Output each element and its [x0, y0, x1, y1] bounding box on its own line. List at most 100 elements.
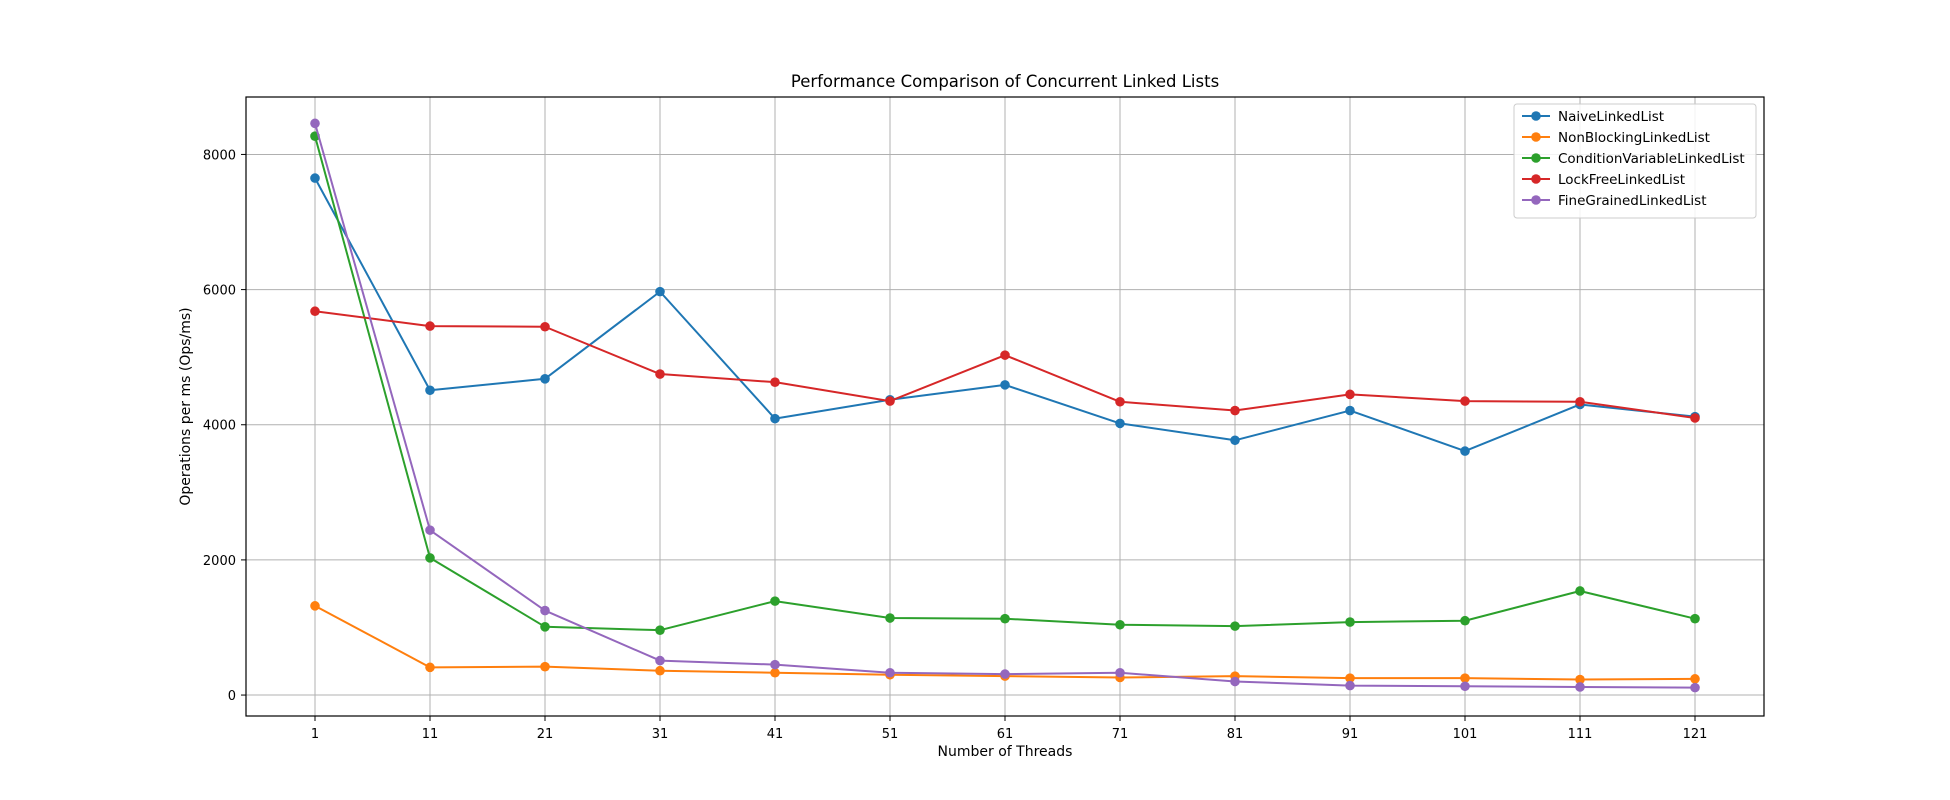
x-tick-label: 61 [997, 727, 1014, 742]
x-tick-label: 91 [1342, 727, 1359, 742]
data-point [310, 173, 320, 183]
data-point [1115, 396, 1125, 407]
data-point [1230, 435, 1240, 446]
legend-item: FineGrainedLinkedList [1522, 193, 1707, 209]
x-tick-label: 1 [311, 727, 319, 742]
legend-swatch-marker [1531, 174, 1541, 184]
x-tick-label: 51 [882, 727, 899, 742]
legend-item: ConditionVariableLinkedList [1522, 151, 1745, 167]
y-axis: 0 2000 4000 6000 8000 [203, 148, 246, 704]
data-point [540, 373, 550, 384]
data-point [1345, 617, 1355, 627]
y-tick-label: 2000 [203, 554, 236, 569]
data-point [885, 396, 895, 406]
data-point [770, 659, 780, 670]
y-tick-label: 4000 [203, 419, 236, 434]
data-point [1460, 681, 1470, 692]
data-point [1575, 586, 1585, 596]
data-point [1690, 413, 1700, 423]
data-point [1575, 674, 1585, 685]
legend-item: LockFreeLinkedList [1522, 172, 1685, 188]
legend-swatch-marker [1531, 111, 1541, 121]
data-point [1345, 680, 1355, 691]
data-point [655, 369, 665, 379]
data-point [1230, 405, 1240, 416]
data-point [770, 377, 780, 387]
data-point [540, 621, 550, 632]
data-point [655, 655, 665, 666]
x-tick-label: 71 [1112, 727, 1129, 742]
data-point [1690, 682, 1700, 693]
data-point [540, 661, 550, 672]
data-point [425, 553, 435, 563]
x-tick-label: 121 [1683, 727, 1708, 742]
data-point [310, 306, 320, 317]
x-axis-label: Number of Threads [938, 744, 1073, 760]
x-tick-label: 81 [1227, 727, 1244, 742]
data-point [540, 605, 550, 616]
legend-swatch-marker [1531, 195, 1541, 205]
data-point [1000, 380, 1010, 390]
data-point [425, 662, 435, 673]
legend-label: NonBlockingLinkedList [1558, 130, 1710, 146]
data-point [770, 596, 780, 606]
series-ConditionVariableLinkedList [310, 131, 1700, 635]
data-point [310, 601, 320, 611]
x-tick-label: 21 [537, 727, 554, 742]
data-point [655, 625, 665, 635]
data-point [770, 413, 780, 424]
legend-label: NaiveLinkedList [1558, 109, 1664, 125]
data-point [1115, 667, 1125, 678]
legend: NaiveLinkedList NonBlockingLinkedList Cond… [1513, 103, 1757, 219]
data-point [310, 118, 320, 129]
legend-swatch-marker [1531, 153, 1541, 163]
y-tick-label: 6000 [203, 284, 236, 299]
data-point [1115, 418, 1125, 429]
legend-frame [1513, 103, 1757, 219]
data-point [1460, 446, 1470, 456]
data-point [425, 321, 435, 331]
data-point [1345, 673, 1355, 683]
x-tick-label: 31 [652, 727, 669, 742]
y-tick-label: 8000 [203, 148, 236, 163]
y-axis-label: Operations per ms (Ops/ms) [178, 307, 194, 505]
y-tick-label: 0 [228, 689, 236, 704]
data-point [425, 525, 435, 535]
legend-item: NonBlockingLinkedList [1522, 130, 1710, 146]
data-point [1575, 396, 1585, 407]
data-point [1575, 682, 1585, 692]
data-point [540, 321, 550, 332]
data-point [1345, 389, 1355, 400]
data-point [1000, 350, 1010, 360]
data-point [1000, 669, 1010, 679]
data-point [1690, 674, 1700, 684]
data-point [1460, 673, 1470, 683]
x-tick-label: 11 [422, 727, 439, 742]
data-point [425, 385, 435, 396]
x-tick-label: 101 [1453, 727, 1478, 742]
legend-label: LockFreeLinkedList [1558, 172, 1685, 188]
data-point [1345, 405, 1355, 416]
data-point [655, 286, 665, 297]
data-point [1690, 613, 1700, 624]
data-point [1115, 619, 1125, 630]
data-point [1460, 615, 1470, 626]
data-point [885, 667, 895, 678]
data-point [885, 613, 895, 623]
data-point [1460, 396, 1470, 406]
chart-title: Performance Comparison of Concurrent Lin… [791, 72, 1219, 91]
series-LockFreeLinkedList [310, 306, 1700, 423]
data-point [770, 667, 780, 678]
x-tick-label: 111 [1568, 727, 1593, 742]
legend-item: NaiveLinkedList [1522, 109, 1664, 125]
x-tick-label: 41 [767, 727, 784, 742]
legend-label: FineGrainedLinkedList [1558, 193, 1707, 209]
data-point [1000, 613, 1010, 624]
data-point [655, 665, 665, 676]
data-point [1230, 676, 1240, 687]
data-point [1230, 621, 1240, 631]
series-FineGrainedLinkedList [310, 118, 1700, 693]
x-axis: 1 11 21 31 41 51 61 71 81 91 101 111 121 [311, 716, 1708, 742]
series-group [310, 118, 1700, 693]
